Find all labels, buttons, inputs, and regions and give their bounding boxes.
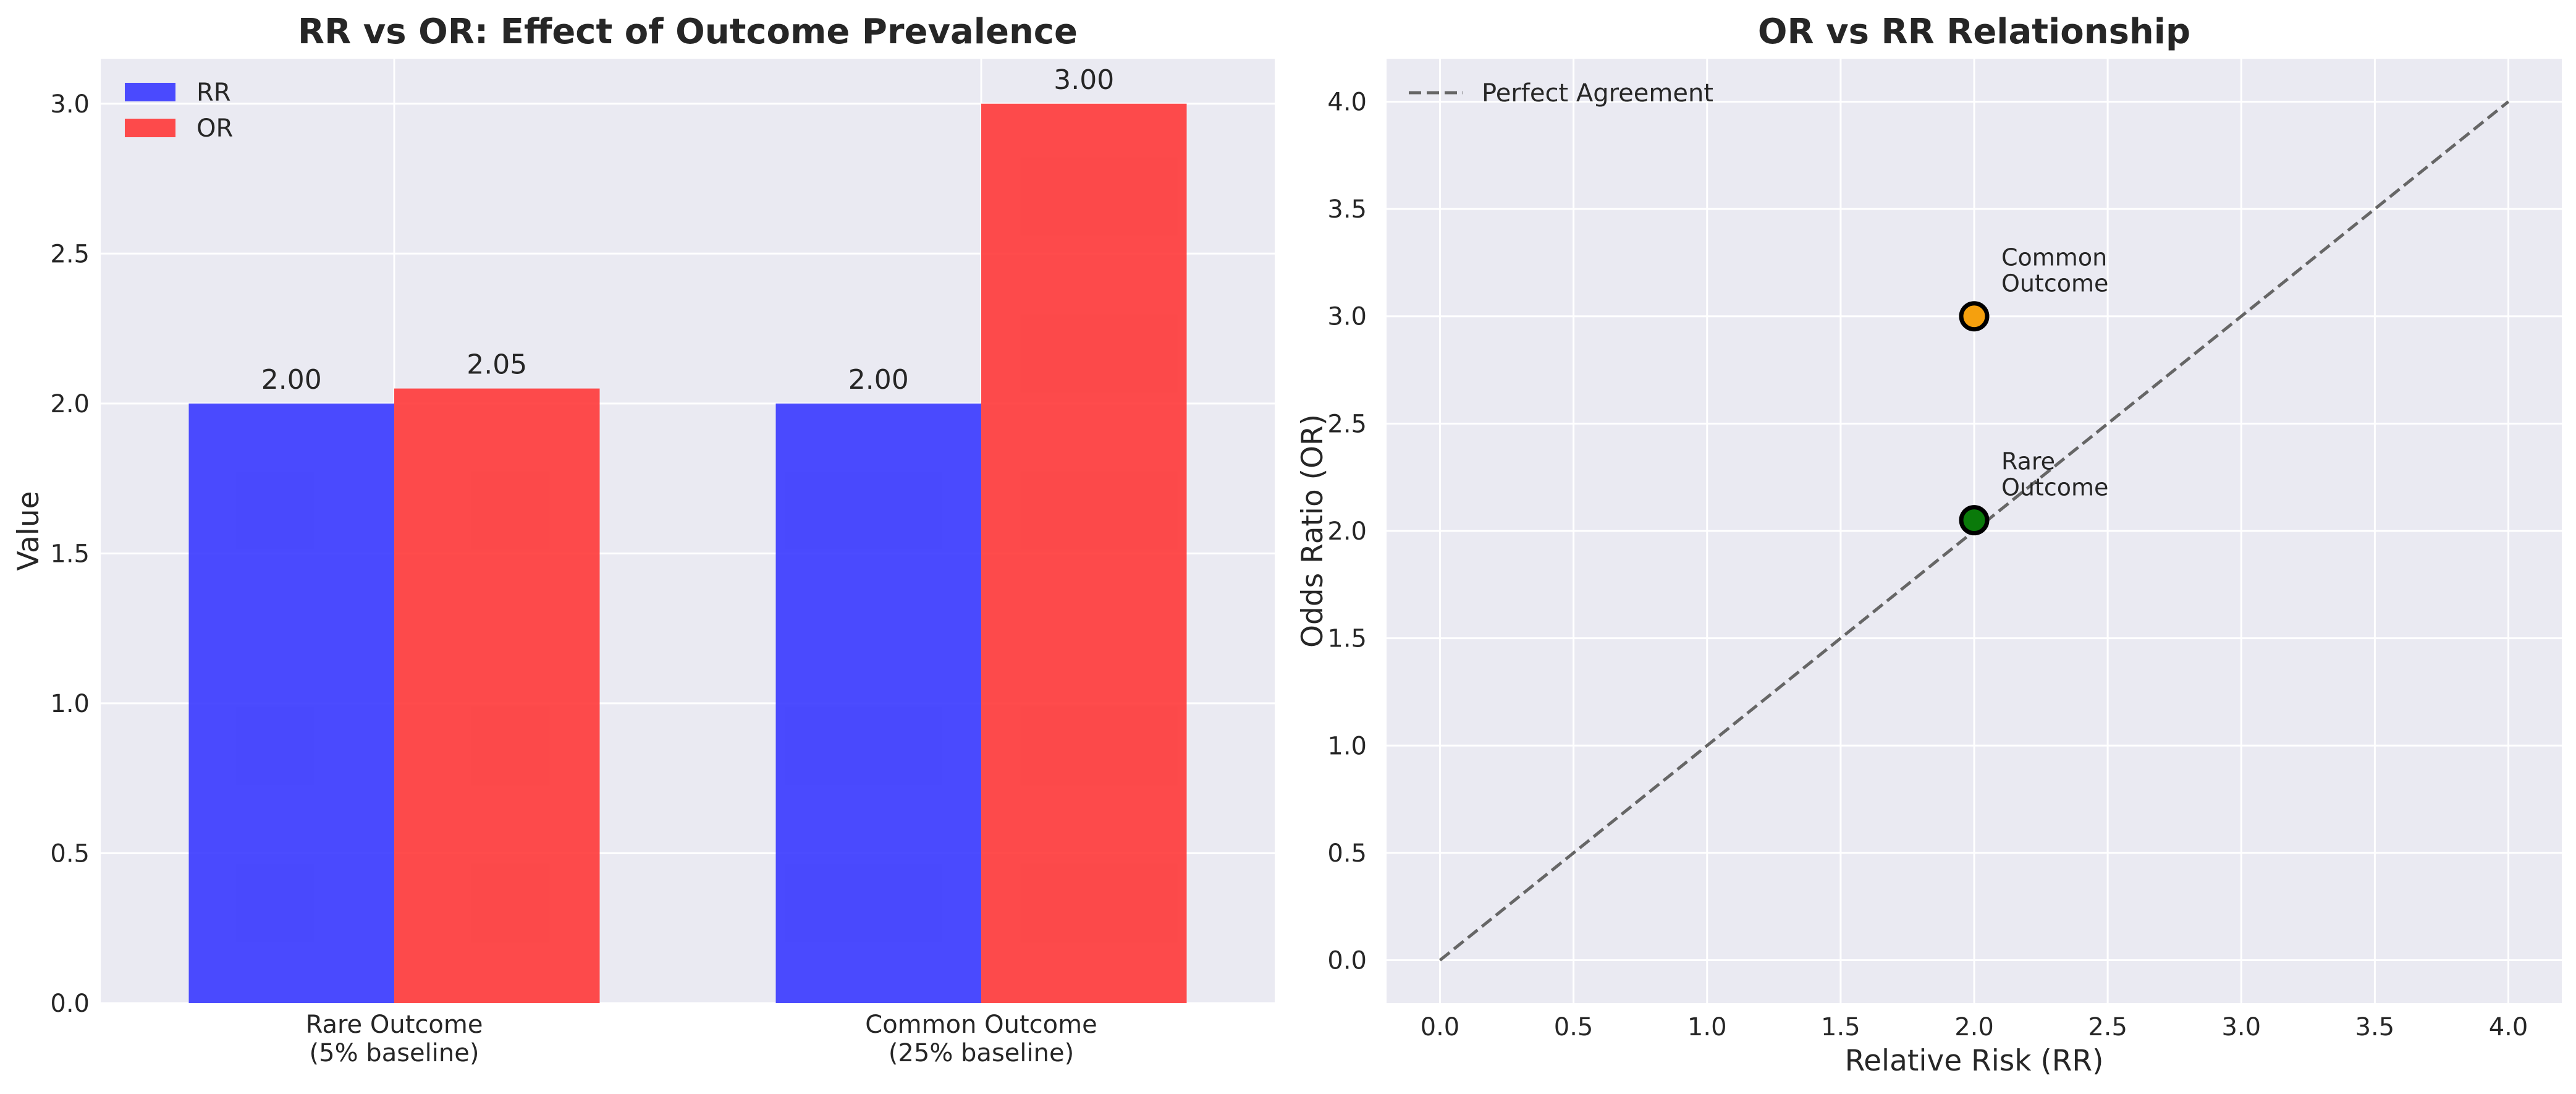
bar-y-tick-label: 0.0 (50, 990, 90, 1018)
scatter-x-tick-label: 3.5 (2355, 1013, 2395, 1041)
bar-rr-rare (188, 403, 394, 1003)
scatter-point-annotation: Common (2001, 244, 2107, 271)
bar-value-label: 2.00 (261, 364, 322, 396)
scatter-y-tick-label: 0.5 (1327, 839, 1367, 868)
legend-swatch-or (125, 119, 175, 137)
bar-x-tick-label: (5% baseline) (310, 1039, 479, 1067)
scatter-point-annotation: Rare (2001, 448, 2055, 475)
bar-y-tick-label: 1.5 (50, 540, 90, 568)
bar-y-tick-label: 2.5 (50, 240, 90, 268)
scatter-point-annotation: Outcome (2001, 474, 2108, 501)
bar-rr-common (775, 403, 981, 1003)
scatter-points (1959, 301, 1990, 536)
scatter-chart: 0.0 0.5 1.0 1.5 2.0 2.5 3.0 3.5 4.0 0.0 0.5 1.0 1.5 2… (1296, 12, 2562, 1078)
scatter-x-tick-label: 1.0 (1687, 1013, 1727, 1041)
legend-label-rr: RR (196, 78, 231, 107)
scatter-x-tick-label: 2.5 (2088, 1013, 2127, 1041)
scatter-y-tick-label: 1.5 (1327, 625, 1367, 653)
scatter-point-rare-outcome (1959, 505, 1990, 536)
bar-legend: RR OR (125, 78, 233, 143)
scatter-legend: Perfect Agreement (1409, 79, 1713, 108)
bar-value-label: 2.00 (848, 364, 909, 396)
scatter-y-tick-label: 2.0 (1327, 517, 1367, 546)
bar-y-axis-label: Value (12, 491, 46, 570)
scatter-x-tick-label: 0.0 (1421, 1013, 1460, 1041)
legend-label-or: OR (196, 114, 233, 143)
scatter-y-tick-label: 3.0 (1327, 303, 1367, 331)
bar-data-labels: 2.00 2.00 2.05 3.00 (261, 64, 1114, 396)
bar-x-tick-label: Rare Outcome (306, 1011, 483, 1039)
scatter-x-tick-label: 2.0 (1954, 1013, 1994, 1041)
scatter-x-tick-label: 4.0 (2489, 1013, 2528, 1041)
bar-or-common (981, 103, 1187, 1003)
scatter-point-common-outcome (1959, 301, 1990, 332)
bar-chart: 0.0 0.5 1.0 1.5 2.0 2.5 3.0 Rare Outcome(5% bas… (12, 12, 1275, 1067)
scatter-point-annotation: Outcome (2001, 270, 2108, 297)
scatter-y-tick-label: 3.5 (1327, 195, 1367, 224)
scatter-y-tick-label: 0.0 (1327, 947, 1367, 975)
scatter-y-tick-label: 2.5 (1327, 410, 1367, 438)
bar-x-tick-label: Common Outcome (865, 1011, 1097, 1039)
scatter-x-tick-label: 1.5 (1821, 1013, 1860, 1041)
legend-swatch-rr (125, 83, 175, 101)
bar-value-label: 2.05 (467, 349, 527, 381)
bar-or-rare (394, 388, 600, 1003)
bar-y-tick-label: 1.0 (50, 690, 90, 718)
scatter-x-tick-label: 3.0 (2221, 1013, 2261, 1041)
scatter-y-axis-label: Odds Ratio (OR) (1296, 414, 1330, 648)
bar-y-tick-label: 3.0 (50, 90, 90, 119)
scatter-y-tick-label: 4.0 (1327, 88, 1367, 116)
bar-chart-title: RR vs OR: Effect of Outcome Prevalence (298, 12, 1078, 52)
scatter-x-tick-label: 0.5 (1554, 1013, 1594, 1041)
scatter-y-tick-label: 1.0 (1327, 732, 1367, 760)
bar-y-tick-label: 0.5 (50, 839, 90, 868)
legend-label-perfect-agreement: Perfect Agreement (1482, 79, 1713, 108)
bar-tick-labels: 0.0 0.5 1.0 1.5 2.0 2.5 3.0 Rare Outcome(5% bas… (50, 90, 1097, 1067)
bar-value-label: 3.00 (1054, 64, 1114, 96)
scatter-tick-labels: 0.0 0.5 1.0 1.5 2.0 2.5 3.0 3.5 4.0 0.0 0.5 1.0 1.5 2… (1327, 88, 2528, 1041)
bar-x-tick-label: (25% baseline) (889, 1039, 1074, 1067)
scatter-chart-title: OR vs RR Relationship (1758, 12, 2190, 52)
scatter-x-axis-label: Relative Risk (RR) (1845, 1044, 2104, 1078)
bar-y-tick-label: 2.0 (50, 390, 90, 418)
bar-bars (188, 103, 1187, 1003)
